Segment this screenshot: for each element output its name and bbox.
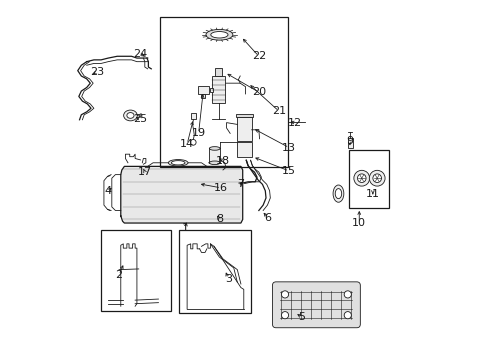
Text: 11: 11	[365, 189, 379, 199]
Ellipse shape	[210, 32, 227, 38]
Polygon shape	[121, 166, 242, 223]
Ellipse shape	[332, 185, 343, 202]
Text: 4: 4	[104, 186, 112, 196]
Text: 19: 19	[191, 129, 205, 138]
Circle shape	[357, 174, 366, 183]
Text: 20: 20	[251, 87, 265, 97]
Text: 14: 14	[180, 139, 194, 149]
Text: 12: 12	[287, 118, 301, 128]
Bar	[237, 117, 251, 140]
Circle shape	[344, 291, 351, 298]
Bar	[160, 17, 287, 167]
Bar	[198, 86, 208, 94]
Text: 9: 9	[346, 136, 352, 145]
Circle shape	[190, 139, 196, 145]
Ellipse shape	[209, 147, 220, 150]
Bar	[201, 94, 204, 98]
Text: 8: 8	[215, 215, 223, 224]
Ellipse shape	[209, 161, 220, 165]
Text: 21: 21	[271, 106, 285, 116]
Text: 5: 5	[298, 312, 305, 322]
Text: 22: 22	[251, 51, 265, 61]
Ellipse shape	[123, 110, 137, 121]
Text: 25: 25	[133, 114, 147, 124]
Bar	[348, 150, 388, 208]
Text: 7: 7	[236, 179, 243, 189]
Text: 23: 23	[90, 67, 104, 77]
Ellipse shape	[171, 161, 184, 165]
Text: 18: 18	[216, 156, 229, 166]
Ellipse shape	[126, 113, 134, 118]
Bar	[235, 114, 253, 117]
Text: 15: 15	[282, 166, 296, 176]
Bar	[212, 76, 224, 103]
Bar	[209, 148, 220, 163]
Circle shape	[368, 170, 384, 186]
Ellipse shape	[168, 159, 187, 166]
Bar	[347, 138, 352, 148]
Text: 1: 1	[182, 224, 188, 233]
Bar	[190, 113, 196, 119]
Ellipse shape	[205, 30, 232, 40]
Bar	[179, 230, 250, 314]
Circle shape	[372, 174, 381, 183]
Text: 6: 6	[264, 213, 271, 222]
Bar	[215, 68, 222, 76]
Text: 10: 10	[351, 218, 366, 228]
Circle shape	[281, 291, 288, 298]
Text: 24: 24	[133, 49, 147, 59]
Text: 17: 17	[138, 167, 152, 177]
Bar	[237, 141, 251, 157]
FancyBboxPatch shape	[272, 282, 360, 328]
Text: 3: 3	[224, 274, 231, 284]
Text: 13: 13	[282, 143, 296, 153]
Bar	[101, 230, 171, 311]
Circle shape	[344, 312, 351, 319]
Circle shape	[353, 170, 369, 186]
Text: 16: 16	[214, 183, 228, 193]
Ellipse shape	[335, 189, 341, 199]
Text: 2: 2	[115, 270, 122, 280]
Bar	[209, 88, 212, 93]
Circle shape	[281, 312, 288, 319]
